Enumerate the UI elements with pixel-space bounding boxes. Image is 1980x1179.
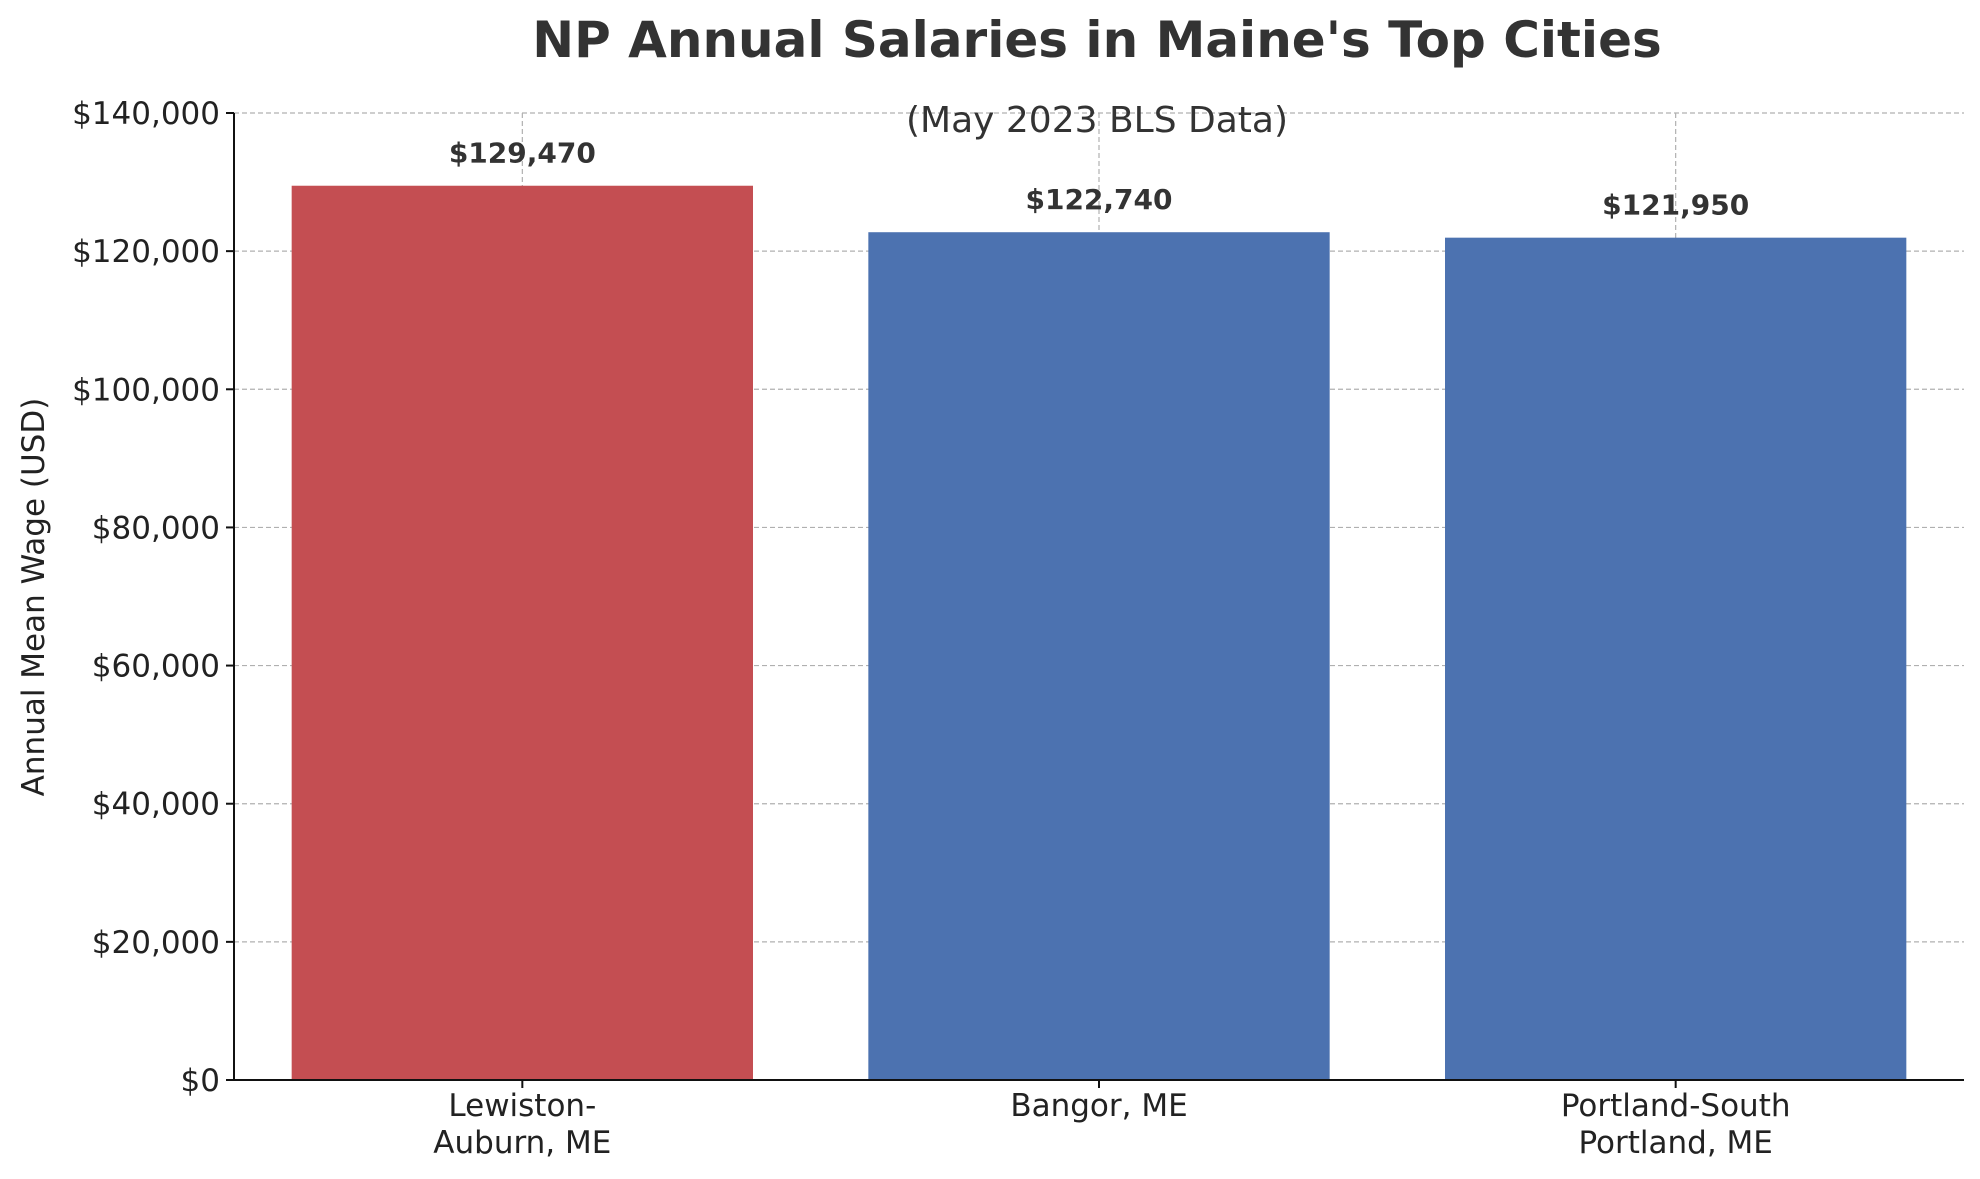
bar bbox=[291, 185, 753, 1081]
data-label: $122,740 bbox=[1025, 183, 1172, 216]
chart-title: NP Annual Salaries in Maine's Top Cities bbox=[532, 11, 1662, 69]
x-tick-label: Lewiston-Auburn, ME bbox=[433, 1088, 611, 1161]
bar bbox=[868, 232, 1330, 1080]
bars bbox=[291, 185, 1907, 1081]
data-label: $129,470 bbox=[449, 137, 596, 170]
x-tick-label: Portland-South Portland, ME bbox=[1561, 1088, 1791, 1161]
data-labels: $129,470 $122,740 $121,950 bbox=[449, 137, 1749, 222]
y-tick-label: $100,000 bbox=[72, 372, 220, 408]
y-tick-label: $20,000 bbox=[92, 925, 220, 961]
y-tick-label: $0 bbox=[181, 1063, 220, 1099]
x-tick-label: Bangor, ME bbox=[1010, 1088, 1187, 1124]
y-tick-label: $80,000 bbox=[92, 510, 220, 546]
y-tick-label: $140,000 bbox=[72, 96, 220, 132]
y-tick-labels: $0 $20,000 $40,000 $60,000 $80,000 $100,000 $1… bbox=[72, 96, 234, 1099]
y-tick-label: $120,000 bbox=[72, 234, 220, 270]
chart-subtitle: (May 2023 BLS Data) bbox=[906, 100, 1288, 141]
y-tick-label: $60,000 bbox=[92, 649, 220, 685]
bar bbox=[1445, 237, 1907, 1080]
y-axis-label: Annual Mean Wage (USD) bbox=[16, 398, 52, 797]
x-tick-labels: Lewiston-Auburn, ME Bangor, ME Portland-So… bbox=[433, 1080, 1791, 1161]
data-label: $121,950 bbox=[1602, 189, 1749, 222]
y-tick-label: $40,000 bbox=[92, 787, 220, 823]
